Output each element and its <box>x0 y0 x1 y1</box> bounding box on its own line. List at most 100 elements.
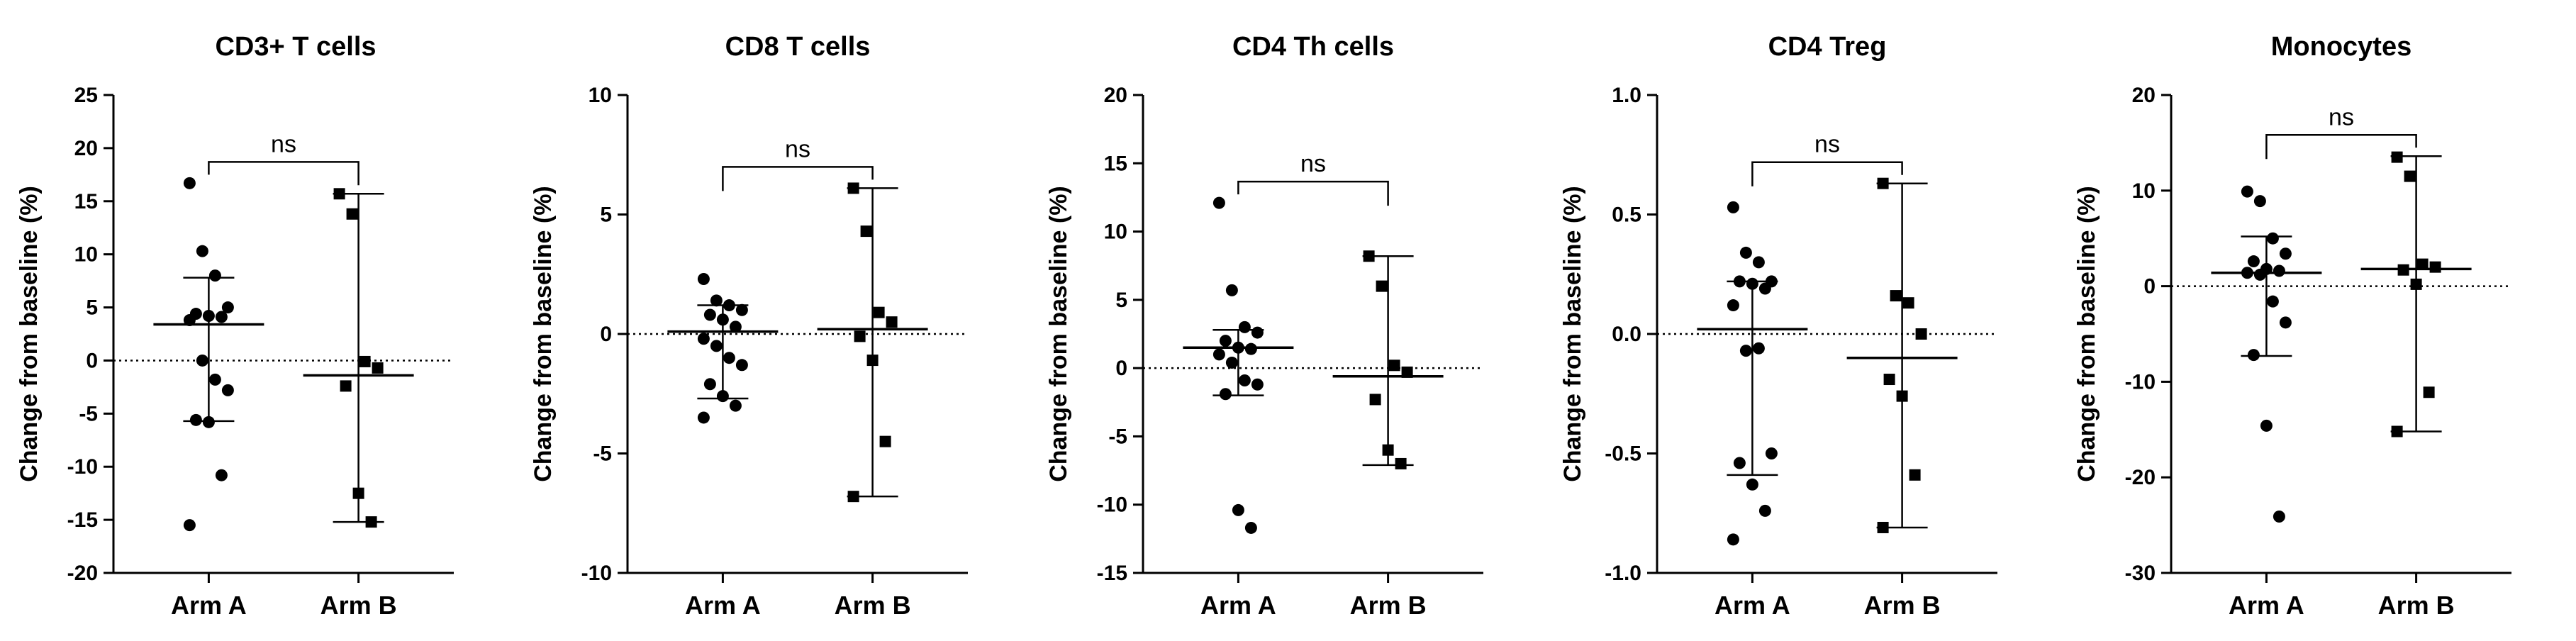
y-tick-label: 0 <box>600 323 612 346</box>
data-point-arm-a <box>215 469 228 481</box>
data-point-arm-a <box>697 333 710 345</box>
data-point-arm-a <box>710 294 723 307</box>
data-point-arm-a <box>2273 510 2285 523</box>
data-point-arm-b <box>1382 444 1394 456</box>
data-point-arm-a <box>202 416 215 428</box>
data-point-arm-a <box>1232 503 1244 516</box>
y-tick-label: -5 <box>593 442 612 466</box>
y-tick-label: 0 <box>1115 357 1127 380</box>
data-point-arm-a <box>2241 185 2253 198</box>
data-point-arm-b <box>1376 280 1388 292</box>
chart-title: CD3+ T cells <box>215 32 376 62</box>
x-category-label: Arm A <box>685 591 761 620</box>
x-category-label: Arm B <box>320 591 397 620</box>
data-point-arm-a <box>729 320 742 333</box>
data-point-arm-a <box>1238 374 1251 386</box>
data-point-arm-a <box>208 373 221 386</box>
data-point-arm-a <box>196 354 208 367</box>
y-tick-label: 10 <box>74 243 98 267</box>
data-point-arm-a <box>1765 447 1778 459</box>
y-axis-label: Change from baseline (%) <box>530 186 557 482</box>
data-point-arm-a <box>697 411 710 424</box>
x-category-label: Arm A <box>171 591 247 620</box>
data-point-arm-a <box>723 352 735 364</box>
data-point-arm-b <box>1388 359 1400 372</box>
data-point-arm-a <box>1225 284 1238 296</box>
data-point-arm-a <box>1212 196 1225 209</box>
data-point-arm-b <box>372 362 384 374</box>
data-point-arm-a <box>2279 316 2292 329</box>
data-point-arm-b <box>879 435 891 447</box>
data-point-arm-b <box>1363 250 1375 262</box>
data-point-arm-a <box>735 359 748 372</box>
data-point-arm-a <box>2247 255 2260 268</box>
x-category-label: Arm B <box>1864 591 1941 620</box>
y-tick-label: 20 <box>1104 84 1127 107</box>
data-point-arm-a <box>183 314 196 327</box>
data-point-arm-a <box>1251 326 1264 339</box>
data-point-arm-b <box>1915 328 1927 340</box>
significance-bracket <box>2265 134 2417 160</box>
y-axis-label: Change from baseline (%) <box>1559 186 1586 482</box>
data-point-arm-b <box>2423 386 2435 398</box>
data-point-arm-a <box>1219 388 1232 401</box>
chart-panel-1: CD3+ T cells Change from baseline (%) -20 -… <box>16 32 454 620</box>
y-axis-label: Change from baseline (%) <box>16 186 43 482</box>
data-point-arm-a <box>1752 256 1765 269</box>
data-point-arm-a <box>1739 345 1752 357</box>
data-point-arm-b <box>365 516 377 528</box>
data-point-arm-a <box>716 390 729 403</box>
data-point-arm-b <box>886 316 898 328</box>
data-point-arm-b <box>847 182 859 194</box>
data-point-arm-a <box>1727 533 1739 546</box>
y-tick-label: 10 <box>1104 221 1127 244</box>
x-category-label: Arm A <box>1714 591 1790 620</box>
data-point-arm-a <box>1739 246 1752 259</box>
y-tick-label: -10 <box>67 455 98 479</box>
chart-title: CD4 Th cells <box>1232 32 1394 62</box>
y-tick-label: -30 <box>2125 562 2156 585</box>
y-tick-label: 15 <box>74 190 98 213</box>
data-point-arm-a <box>1758 504 1771 517</box>
data-point-arm-b <box>2416 258 2429 270</box>
data-point-arm-a <box>189 413 202 426</box>
data-point-arm-a <box>202 310 215 323</box>
significance-label: ns <box>1300 150 1326 177</box>
chart-panel-3: CD4 Th cells Change from baseline (%) -15 -… <box>1045 32 1483 620</box>
y-tick-label: 0 <box>86 349 98 372</box>
y-tick-label: -10 <box>581 562 612 585</box>
y-tick-label: 15 <box>1104 152 1127 175</box>
data-point-arm-b <box>2391 425 2403 437</box>
y-tick-label: 5 <box>1115 289 1127 312</box>
y-axis-label: Change from baseline (%) <box>1045 186 1072 482</box>
data-point-arm-a <box>703 378 716 391</box>
data-point-arm-b <box>873 306 885 318</box>
data-point-arm-a <box>1727 201 1739 213</box>
x-category-label: Arm A <box>2229 591 2304 620</box>
x-category-label: Arm B <box>835 591 911 620</box>
data-point-arm-b <box>2391 151 2403 163</box>
chart-title: Monocytes <box>2271 32 2411 62</box>
data-point-arm-a <box>1746 277 1758 290</box>
data-point-arm-a <box>2266 295 2279 308</box>
data-point-arm-a <box>1727 299 1739 312</box>
y-tick-label: -15 <box>1097 562 1127 585</box>
data-point-arm-b <box>1877 521 1889 533</box>
chart-panel-5: Monocytes Change from baseline (%) -30 -20 -… <box>2073 32 2511 620</box>
x-category-label: Arm B <box>2378 591 2455 620</box>
chart-panel-4: CD4 Treg Change from baseline (%) -1.0 -0.5… <box>1559 32 1997 620</box>
y-tick-label: -0.5 <box>1605 442 1641 466</box>
data-point-arm-a <box>2260 419 2273 432</box>
data-point-arm-a <box>697 272 710 285</box>
data-point-arm-b <box>866 355 879 367</box>
data-point-arm-b <box>1395 457 1407 469</box>
data-point-arm-a <box>1746 478 1758 491</box>
y-tick-label: 5 <box>600 204 612 227</box>
data-point-arm-a <box>1244 342 1257 355</box>
data-point-arm-a <box>196 245 208 257</box>
y-tick-label: -15 <box>67 508 98 532</box>
y-tick-label: 20 <box>74 137 98 160</box>
y-tick-label: 10 <box>2132 179 2156 203</box>
x-category-label: Arm A <box>1200 591 1276 620</box>
